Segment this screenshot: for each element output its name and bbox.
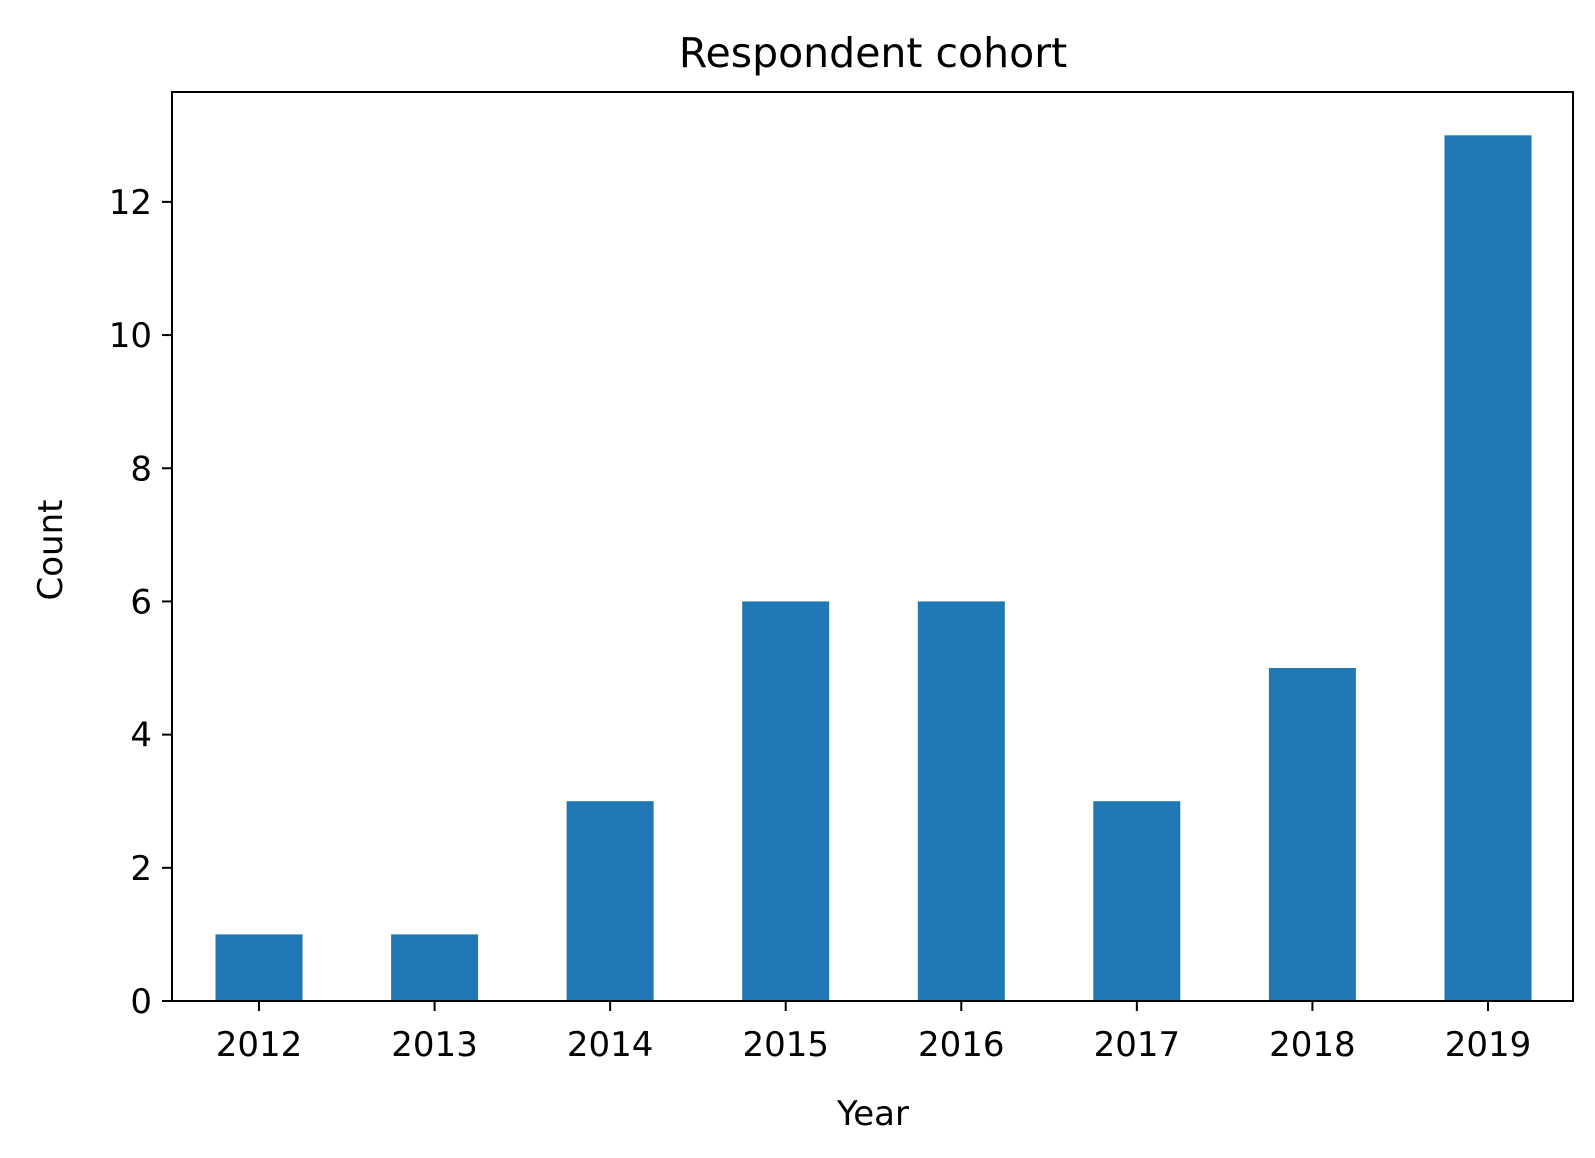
y-tick-label: 2 bbox=[130, 849, 152, 889]
x-tick-label: 2013 bbox=[391, 1025, 478, 1065]
x-axis-ticks: 2012 2013 2014 2015 2016 2017 2018 2019 bbox=[216, 1001, 1532, 1065]
bar-2012 bbox=[215, 934, 303, 1001]
y-axis-label: Count bbox=[31, 500, 71, 601]
y-tick-label: 4 bbox=[130, 716, 152, 756]
x-axis-label: Year bbox=[836, 1094, 909, 1134]
x-tick-label: 2015 bbox=[742, 1025, 829, 1065]
y-tick-label: 0 bbox=[130, 982, 152, 1022]
y-tick-label: 8 bbox=[130, 449, 152, 489]
y-axis-ticks: 0 2 4 6 8 10 12 bbox=[109, 183, 172, 1022]
bar-2014 bbox=[566, 801, 654, 1001]
bar-2019 bbox=[1444, 135, 1532, 1002]
x-tick-label: 2016 bbox=[918, 1025, 1005, 1065]
x-tick-label: 2019 bbox=[1445, 1025, 1532, 1065]
y-tick-label: 12 bbox=[109, 183, 152, 223]
x-tick-label: 2012 bbox=[216, 1025, 303, 1065]
bar-2017 bbox=[1093, 801, 1181, 1001]
y-tick-label: 6 bbox=[130, 582, 152, 622]
plot-frame bbox=[171, 91, 1574, 1002]
x-tick-label: 2017 bbox=[1094, 1025, 1181, 1065]
bar-2018 bbox=[1268, 668, 1356, 1001]
bar-2016 bbox=[917, 601, 1005, 1001]
bar-2015 bbox=[742, 601, 830, 1001]
chart-title: Respondent cohort bbox=[679, 29, 1067, 77]
y-tick-label: 10 bbox=[109, 316, 152, 356]
bar-2013 bbox=[391, 934, 479, 1001]
bars-group bbox=[215, 135, 1532, 1002]
x-tick-label: 2018 bbox=[1269, 1025, 1356, 1065]
x-tick-label: 2014 bbox=[567, 1025, 654, 1065]
